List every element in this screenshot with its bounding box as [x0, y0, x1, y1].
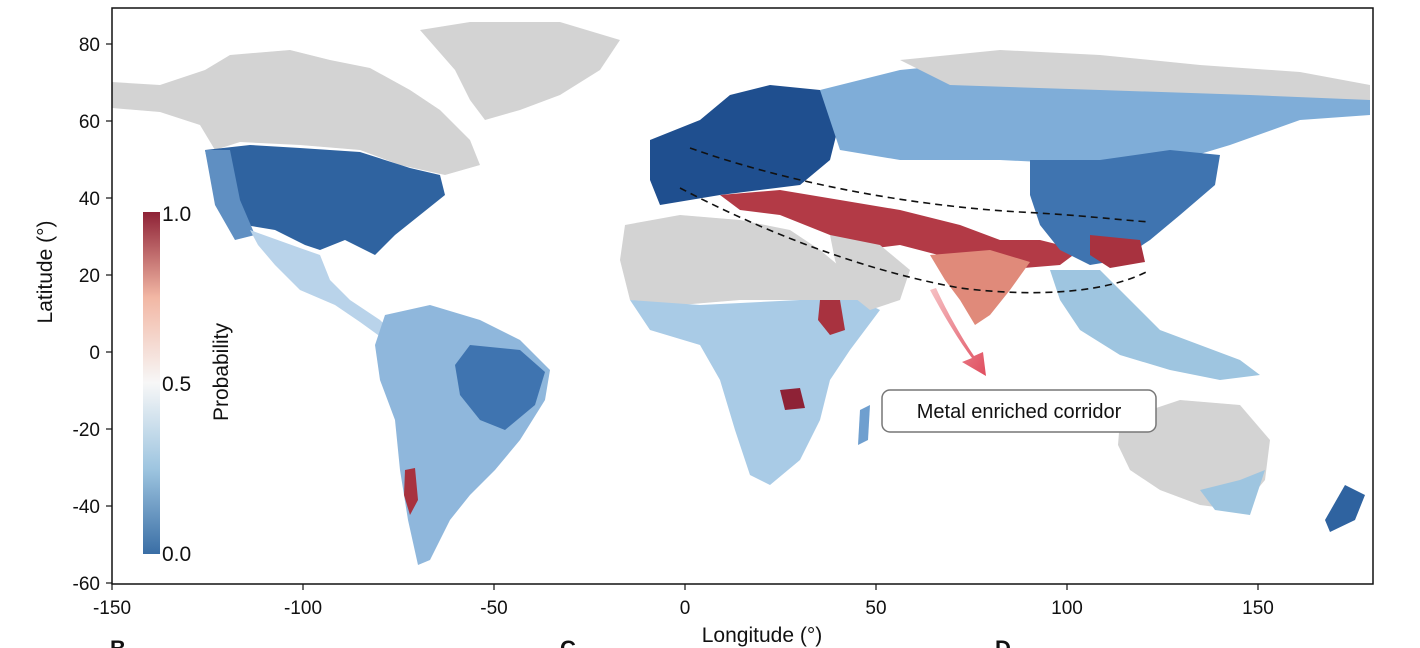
panel-letter-d: D — [995, 636, 1011, 648]
land-southeast-asia — [1050, 270, 1260, 380]
colorbar-tick-top: 1.0 — [162, 203, 191, 226]
y-tick-label: 0 — [89, 343, 100, 364]
land-madagascar — [858, 405, 870, 445]
annotation-arrow — [930, 288, 986, 376]
annotation-box: Metal enriched corridor — [881, 389, 1157, 433]
land-africa-south — [630, 300, 880, 485]
colorbar-gradient — [143, 212, 160, 554]
panel-letter-c: C — [560, 636, 576, 648]
y-axis: 80 60 40 20 0 -20 -40 -60 Latitude (°) — [34, 35, 112, 595]
x-tick-label: -150 — [93, 598, 131, 619]
panel-letter-b: B — [110, 636, 126, 648]
land-new-zealand — [1325, 485, 1365, 532]
land-canada — [112, 50, 480, 175]
y-tick-label: -60 — [73, 574, 100, 595]
x-axis-title: Longitude (°) — [702, 624, 822, 647]
land-india — [930, 250, 1030, 325]
land-arabia — [830, 235, 910, 310]
land-china-hotspot — [1090, 235, 1145, 268]
map-land-layer — [112, 22, 1370, 565]
colorbar-title: Probability — [210, 322, 233, 421]
x-tick-label: -50 — [480, 598, 507, 619]
land-mexico — [250, 230, 395, 340]
land-europe — [650, 85, 840, 205]
land-australia-coast — [1200, 470, 1265, 515]
land-china — [1030, 150, 1220, 265]
land-africa-hotspot-south — [780, 388, 805, 410]
plot-frame — [111, 7, 1374, 585]
land-usa — [205, 145, 445, 255]
x-tick-label: -100 — [284, 598, 322, 619]
x-tick-label: 100 — [1051, 598, 1083, 619]
colorbar: 1.0 0.5 0.0 Probability — [143, 203, 233, 566]
annotation-label: Metal enriched corridor — [917, 401, 1122, 423]
y-tick-label: -40 — [73, 497, 100, 518]
y-axis-title: Latitude (°) — [34, 221, 57, 324]
land-africa-north — [620, 215, 860, 305]
x-tick-label: 0 — [680, 598, 691, 619]
x-tick-label: 150 — [1242, 598, 1274, 619]
land-usa-west — [205, 150, 255, 240]
colorbar-tick-bottom: 0.0 — [162, 543, 191, 566]
land-siberia-grey — [900, 50, 1370, 100]
colorbar-tick-mid: 0.5 — [162, 373, 191, 396]
x-tick-label: 50 — [865, 598, 886, 619]
y-tick-label: 80 — [79, 35, 100, 56]
y-tick-label: 20 — [79, 266, 100, 287]
x-axis: -150 -100 -50 0 50 100 150 Longitude (°) — [93, 584, 1274, 647]
land-africa-hotspot-east — [818, 300, 845, 335]
y-tick-label: 60 — [79, 112, 100, 133]
land-brazil — [455, 345, 545, 430]
y-tick-label: -20 — [73, 420, 100, 441]
land-andes-hotspot — [404, 468, 418, 515]
corridor-boundary-lower — [679, 187, 1151, 294]
corridor-boundary-upper — [689, 147, 1151, 223]
y-tick-label: 40 — [79, 189, 100, 210]
land-greenland — [420, 22, 620, 120]
